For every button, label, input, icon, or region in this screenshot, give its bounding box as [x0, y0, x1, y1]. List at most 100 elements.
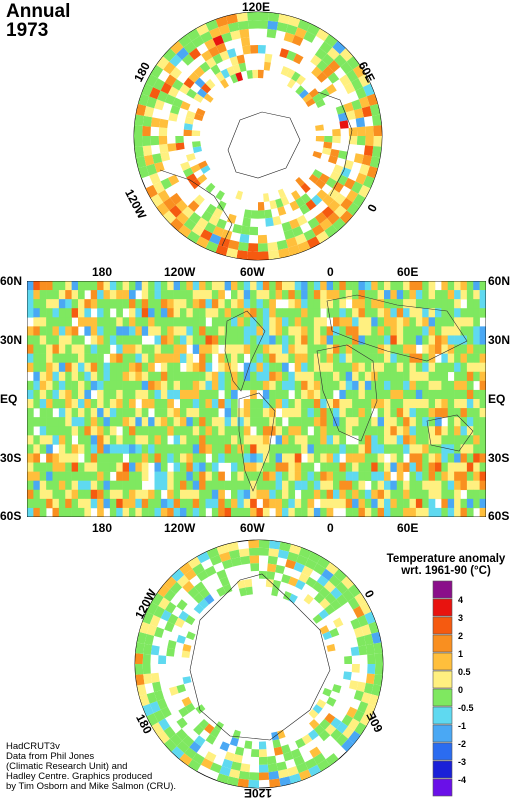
grid-cell	[333, 408, 340, 418]
grid-cell	[415, 408, 423, 418]
legend-label-3: 3	[458, 613, 464, 623]
grid-cell	[345, 498, 353, 509]
grid-cell	[269, 362, 276, 373]
grid-cell	[90, 353, 98, 363]
grid-cell	[288, 489, 296, 500]
grid-cell	[180, 462, 187, 472]
grid-cell	[90, 498, 98, 509]
grid-cell	[466, 299, 474, 309]
grid-cell	[122, 435, 130, 445]
polar-cell	[356, 635, 366, 647]
grid-cell	[460, 371, 468, 382]
grid-cell	[154, 380, 162, 391]
grid-cell	[71, 417, 79, 427]
grid-cell	[479, 389, 486, 400]
grid-cell	[205, 399, 213, 409]
grid-cell	[441, 426, 449, 436]
polar-cell	[158, 127, 168, 136]
polar-cell	[240, 763, 251, 773]
grid-cell	[173, 408, 181, 418]
grid-cell	[129, 380, 136, 391]
grid-cell	[454, 498, 461, 509]
grid-cell	[71, 471, 79, 481]
grid-cell	[466, 480, 474, 491]
grid-cell	[301, 290, 308, 300]
grid-cell	[160, 353, 168, 363]
grid-cell	[466, 335, 474, 345]
polar-cell	[149, 172, 161, 185]
grid-cell	[466, 380, 474, 391]
grid-cell	[396, 462, 404, 472]
grid-cell	[141, 462, 149, 472]
polar-cell	[208, 46, 220, 58]
polar-cell	[146, 713, 159, 726]
grid-cell	[460, 480, 468, 491]
grid-cell	[186, 471, 194, 481]
grid-cell	[409, 353, 417, 363]
grid-cell	[231, 399, 238, 409]
grid-cell	[180, 417, 187, 427]
grid-cell	[466, 399, 474, 409]
grid-cell	[218, 299, 225, 309]
grid-cell	[333, 281, 340, 291]
grid-cell	[473, 344, 480, 354]
grid-cell	[269, 371, 276, 382]
grid-cell	[103, 498, 111, 509]
grid-cell	[52, 299, 60, 309]
grid-cell	[135, 489, 143, 500]
polar-cell	[203, 93, 214, 103]
grid-cell	[71, 462, 79, 472]
grid-cell	[460, 389, 468, 400]
polar-cell	[356, 126, 366, 136]
polar-cell	[264, 209, 273, 219]
polar-cell	[268, 250, 280, 260]
grid-cell	[109, 399, 117, 409]
grid-cell	[403, 408, 410, 418]
grid-cell	[422, 326, 429, 336]
grid-cell	[154, 308, 162, 318]
polar-cell	[134, 125, 143, 136]
grid-cell	[237, 299, 245, 309]
grid-cell	[160, 389, 168, 400]
grid-cell	[65, 290, 72, 300]
polar-cell	[351, 181, 363, 194]
grid-cell	[301, 308, 308, 318]
grid-cell	[345, 308, 353, 318]
grid-cell	[122, 371, 130, 382]
grid-cell	[479, 290, 486, 300]
polar-cell	[164, 576, 177, 590]
polar-cell	[170, 217, 184, 231]
grid-cell	[52, 426, 60, 436]
grid-cell	[313, 344, 321, 354]
grid-cell	[288, 462, 296, 472]
polar-cell	[288, 244, 301, 256]
grid-cell	[269, 498, 276, 509]
grid-cell	[345, 426, 353, 436]
grid-cell	[428, 471, 436, 481]
grid-cell	[428, 335, 436, 345]
polar-cell	[353, 626, 364, 638]
polar-cell	[304, 558, 318, 570]
grid-cell	[313, 435, 321, 445]
polar-cell	[240, 555, 251, 565]
polar-cell	[183, 167, 194, 178]
grid-cell	[390, 444, 398, 454]
grid-cell	[371, 498, 378, 509]
grid-cell	[129, 326, 136, 336]
polar-cell	[250, 45, 258, 54]
grid-cell	[269, 444, 276, 454]
polar-cell	[200, 229, 213, 241]
polar-cell	[297, 19, 311, 32]
grid-cell	[447, 417, 455, 427]
grid-cell	[422, 380, 429, 391]
grid-cell	[199, 308, 206, 318]
grid-cell	[84, 408, 92, 418]
grid-cell	[333, 380, 340, 391]
polar-cell	[247, 251, 258, 260]
credits-line-2: Data from Phil Jones	[6, 751, 95, 762]
grid-cell	[396, 471, 404, 481]
grid-cell	[46, 353, 53, 363]
polar-cell	[142, 145, 153, 157]
grid-cell	[435, 435, 442, 445]
grid-cell	[116, 362, 123, 373]
